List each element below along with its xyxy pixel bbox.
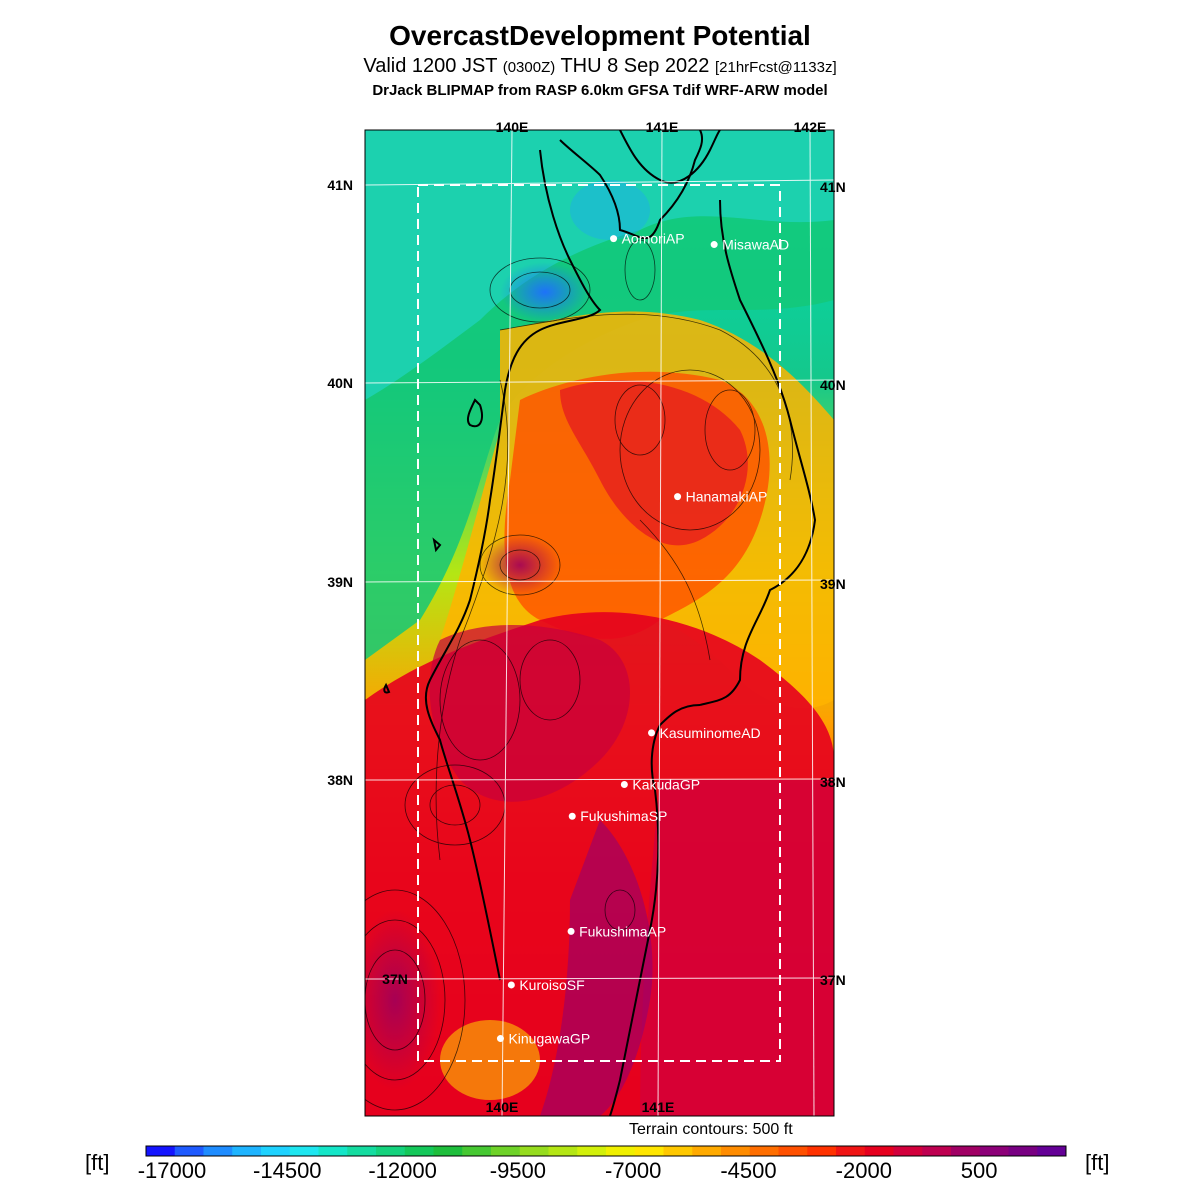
colorbar-swatch	[634, 1146, 664, 1156]
station-dot	[610, 235, 618, 243]
station-markers: AomoriAP MisawaAD HanamakiAP KasuminomeAD Ka…	[496, 231, 789, 1047]
station-dot	[648, 729, 656, 737]
colorbar-swatch	[749, 1146, 779, 1156]
terrain-contours	[365, 239, 793, 1111]
lon-label-top: 142E	[794, 119, 827, 135]
colorbar-swatch	[721, 1146, 751, 1156]
colorbar-swatch	[1037, 1146, 1067, 1156]
graticule	[365, 130, 834, 1116]
colorbar-tick-label: -14500	[253, 1158, 322, 1183]
colorbar-swatch	[203, 1146, 233, 1156]
colorbar-tick-label: -7000	[605, 1158, 662, 1183]
lon-label-top: 141E	[646, 119, 679, 135]
colorbar-swatch	[778, 1146, 808, 1156]
colorbar-swatch	[979, 1146, 1009, 1156]
inner-domain-box	[417, 184, 781, 1062]
lon-label-top: 140E	[496, 119, 529, 135]
colorbar-unit-left: [ft]	[85, 1150, 110, 1175]
colorbar-swatch	[261, 1146, 291, 1156]
colorbar-swatch	[462, 1146, 492, 1156]
colorbar-unit-right: [ft]	[1085, 1150, 1110, 1175]
colorbar-swatch	[951, 1146, 981, 1156]
station-dot	[568, 812, 576, 820]
terrain-note: Terrain contours: 500 ft	[629, 1121, 793, 1138]
lon-label-bottom: 141E	[642, 1099, 675, 1115]
station-dot	[674, 493, 682, 501]
lat-label-right: 41N	[820, 179, 846, 195]
lat-label-left: 40N	[327, 375, 353, 391]
station-label: FukushimaAP	[579, 923, 666, 939]
colorbar-swatch	[174, 1146, 204, 1156]
station-dot	[496, 1035, 504, 1043]
station-label: HanamakiAP	[686, 489, 768, 505]
colorbar-swatch	[433, 1146, 463, 1156]
lat-label-left: 41N	[327, 177, 353, 193]
lat-label-right: 38N	[820, 774, 846, 790]
lat-label-right: 37N	[820, 972, 846, 988]
model-description: DrJack BLIPMAP from RASP 6.0km GFSA Tdif…	[372, 82, 828, 99]
lat-label-left: 39N	[327, 574, 353, 590]
lon-label-bottom: 140E	[486, 1099, 519, 1115]
colorbar-swatch	[491, 1146, 521, 1156]
station-dot	[567, 927, 575, 935]
colorbar-swatch	[577, 1146, 607, 1156]
colorbar-swatch	[318, 1146, 348, 1156]
lat-label-right: 39N	[820, 576, 846, 592]
lat-label-left: 38N	[327, 772, 353, 788]
colorbar-tick-label: -12000	[368, 1158, 437, 1183]
station-label: KakudaGP	[632, 776, 700, 792]
colorbar-tick-label: 500	[960, 1158, 998, 1183]
colorbar	[145, 1145, 1067, 1157]
station-label: KuroisoSF	[519, 977, 584, 993]
colorbar-tick-label: -9500	[489, 1158, 547, 1183]
utc-time: (0300Z)	[502, 59, 556, 76]
colorbar-outline	[145, 1145, 1067, 1157]
colorbar-swatch	[692, 1146, 722, 1156]
colorbar-swatch	[548, 1146, 578, 1156]
chart-subtitle: Valid 1200 JST (0300Z) THU 8 Sep 2022 [2…	[0, 55, 1200, 78]
colorbar-swatch	[1008, 1146, 1038, 1156]
colorbar-swatch	[606, 1146, 636, 1156]
station-dot	[620, 780, 628, 788]
lat-label-left: 37N	[382, 971, 408, 987]
colorbar-swatch	[289, 1146, 319, 1156]
colorbar-swatch	[864, 1146, 894, 1156]
valid-date: THU 8 Sep 2022	[560, 55, 710, 77]
valid-time: Valid 1200 JST	[363, 55, 498, 77]
colorbar-swatch	[663, 1146, 693, 1156]
station-label: KasuminomeAD	[660, 725, 761, 741]
station-label: AomoriAP	[622, 231, 685, 247]
colorbar-swatch	[807, 1146, 837, 1156]
station-label: FukushimaSP	[580, 808, 667, 824]
station-dot	[507, 981, 515, 989]
colorbar-tick-label: -2000	[835, 1158, 892, 1183]
colorbar-swatch	[836, 1146, 866, 1156]
colorbar-swatch	[404, 1146, 434, 1156]
colorbar-tick-label: -17000	[137, 1158, 207, 1183]
forecast-info: [21hrFcst@1133z]	[714, 59, 837, 76]
chart-title: OvercastDevelopment Potential	[389, 20, 811, 51]
colorbar-tick-label: -4500	[720, 1158, 777, 1183]
colorbar-swatch	[232, 1146, 262, 1156]
station-dot	[710, 241, 718, 249]
colorbar-swatch	[893, 1146, 923, 1156]
overcast-map: 140E 141E 142E 140E 141E 41N 40N 39N 38N…	[327, 119, 846, 1117]
map-field	[365, 130, 834, 1116]
lat-label-right: 40N	[820, 377, 846, 393]
station-label: KinugawaGP	[508, 1031, 590, 1047]
colorbar-swatch	[347, 1146, 377, 1156]
colorbar-swatch	[922, 1146, 952, 1156]
colorbar-swatch	[146, 1146, 176, 1156]
station-label: MisawaAD	[722, 237, 789, 253]
colorbar-swatch	[519, 1146, 549, 1156]
colorbar-swatch	[376, 1146, 406, 1156]
